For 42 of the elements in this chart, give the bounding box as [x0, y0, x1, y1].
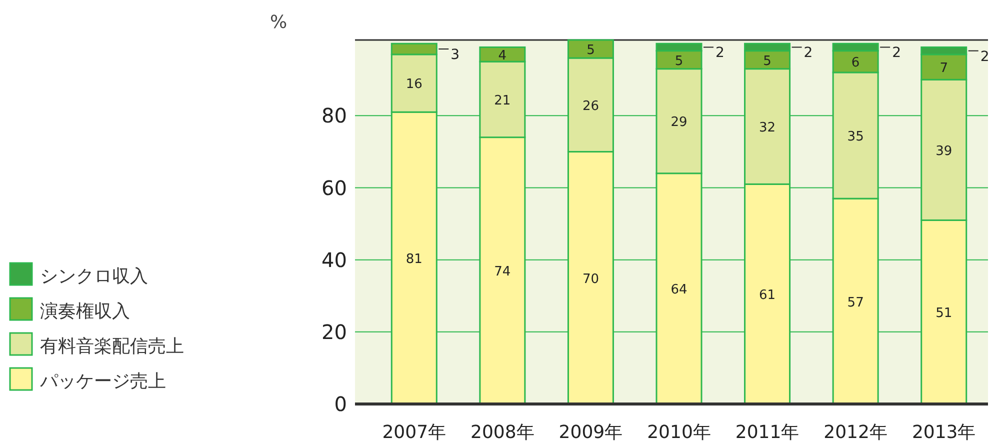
data-label: 51 — [936, 306, 952, 322]
data-label: 26 — [582, 98, 599, 114]
data-label: 39 — [936, 144, 952, 159]
y-tick-label: 60 — [322, 176, 347, 200]
legend-label: パッケージ売上 — [39, 371, 166, 392]
legend-label: 演奏権収入 — [40, 301, 130, 322]
data-label: 21 — [494, 93, 511, 108]
x-tick-label: 2009年 — [558, 422, 623, 441]
legend-label: シンクロ収入 — [40, 266, 148, 287]
y-tick-label: 80 — [322, 104, 347, 128]
data-label: 70 — [582, 272, 599, 287]
x-tick-label: 2007年 — [382, 422, 446, 441]
data-label: 61 — [759, 288, 776, 304]
data-label: 5 — [674, 54, 684, 69]
legend-label: 有料音楽配信売上 — [40, 336, 184, 357]
x-tick-label: 2012年 — [824, 422, 888, 441]
data-label: 3 — [450, 47, 460, 64]
data-label: 35 — [847, 130, 864, 145]
data-label: 4 — [498, 48, 507, 64]
y-tick-label: 20 — [322, 320, 347, 344]
data-label: 2 — [892, 45, 901, 62]
x-tick-label: 2013年 — [912, 422, 976, 441]
y-axis-title: % — [270, 12, 288, 33]
data-label: 7 — [940, 61, 948, 76]
x-tick-label: 2011年 — [735, 422, 800, 441]
data-label: 57 — [847, 295, 864, 310]
data-label: 74 — [494, 264, 511, 280]
data-label: 64 — [670, 282, 688, 298]
data-label: 5 — [763, 54, 772, 69]
x-tick-label: 2010年 — [647, 422, 711, 441]
y-tick-label: 0 — [334, 392, 347, 416]
data-label: 81 — [406, 252, 422, 268]
data-label: 2 — [804, 45, 813, 62]
y-tick-label: 40 — [322, 248, 347, 272]
x-tick-label: 2008年 — [470, 422, 534, 441]
data-label: 5 — [586, 43, 595, 58]
data-label: 2 — [980, 48, 990, 65]
data-label: 32 — [759, 120, 776, 136]
data-label: 16 — [406, 77, 422, 92]
data-label: 6 — [851, 56, 860, 71]
data-label: 2 — [716, 45, 724, 62]
data-label: 29 — [670, 115, 688, 130]
